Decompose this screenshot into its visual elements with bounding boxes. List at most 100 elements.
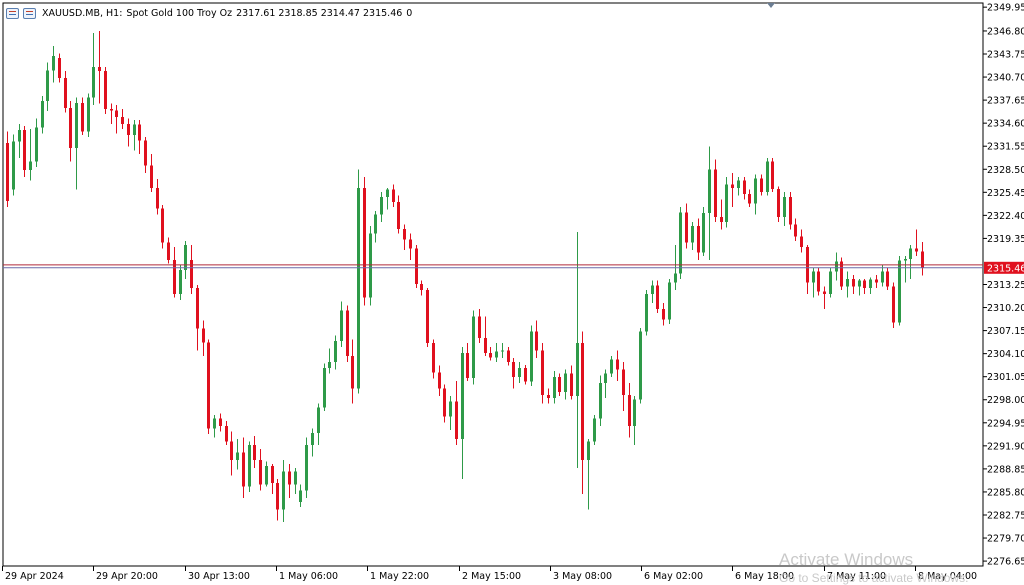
- candle: [817, 267, 820, 296]
- candle-body: [604, 373, 607, 384]
- candle: [581, 331, 584, 495]
- candle-body: [110, 108, 113, 111]
- y-tick-label: 2319.35: [987, 234, 1024, 245]
- candle: [656, 280, 659, 313]
- chart-window-icon-2[interactable]: [23, 7, 36, 19]
- candle-body: [489, 352, 492, 358]
- candle: [478, 309, 481, 344]
- candle: [518, 361, 521, 384]
- candle: [207, 339, 210, 434]
- candle: [501, 343, 504, 359]
- candle-body: [674, 273, 677, 283]
- candle-body: [6, 142, 9, 201]
- candle: [570, 365, 573, 400]
- candle: [115, 105, 118, 134]
- candle-body: [265, 466, 268, 485]
- candle-body: [599, 383, 602, 419]
- candle: [340, 301, 343, 347]
- time-axis[interactable]: 29 Apr 2024 29 Apr 20:00 30 Apr 13:00 1 May…: [2, 566, 978, 582]
- candle: [610, 355, 613, 378]
- candle: [386, 188, 389, 210]
- candle: [219, 413, 222, 432]
- candle: [29, 129, 32, 181]
- candle-body: [420, 284, 423, 291]
- candle: [541, 343, 544, 404]
- candle: [748, 189, 751, 208]
- chart-window-icon[interactable]: [6, 7, 19, 19]
- plot-area[interactable]: [2, 2, 984, 567]
- candle-body: [835, 261, 838, 272]
- y-tick-label: 2294.95: [987, 418, 1024, 429]
- candle: [282, 460, 285, 523]
- candle-body: [581, 343, 584, 461]
- candle-body: [507, 350, 510, 362]
- candle: [438, 365, 441, 396]
- candle: [173, 247, 176, 298]
- candle: [87, 93, 90, 137]
- candle: [587, 439, 590, 510]
- candle: [662, 303, 665, 326]
- candle-body: [846, 278, 849, 287]
- candle-body: [253, 445, 256, 461]
- candle: [236, 439, 239, 470]
- price-axis[interactable]: 2349.95 2346.80 2343.75 2340.70 2337.65 2334.…: [983, 3, 1024, 568]
- candle: [875, 275, 878, 288]
- candle: [196, 284, 199, 351]
- candle-body: [374, 214, 377, 234]
- candle: [276, 479, 279, 521]
- candle: [697, 218, 700, 260]
- candle-body: [403, 228, 406, 240]
- candle-body: [823, 291, 826, 294]
- candle-body: [518, 368, 521, 378]
- candle-body: [317, 407, 320, 433]
- candle: [783, 191, 786, 226]
- candle: [852, 275, 855, 294]
- candle: [904, 256, 907, 283]
- candle-body: [52, 55, 55, 71]
- candle-body: [305, 445, 308, 491]
- last-price-tag[interactable]: [984, 261, 1024, 274]
- candle-body: [478, 316, 481, 338]
- candle-body: [754, 178, 757, 204]
- candle-body: [334, 340, 337, 362]
- candle: [794, 218, 797, 242]
- candle-body: [817, 271, 820, 292]
- candle-body: [144, 140, 147, 166]
- candle-body: [179, 269, 182, 294]
- candle: [863, 278, 866, 294]
- candle: [599, 375, 602, 427]
- candle: [892, 282, 895, 328]
- candle: [449, 395, 452, 430]
- candle: [702, 207, 705, 257]
- candle: [369, 225, 372, 306]
- candle: [530, 325, 533, 387]
- candle: [823, 286, 826, 310]
- y-tick-label: 2282.75: [987, 510, 1024, 521]
- candle: [812, 267, 815, 298]
- candle: [346, 305, 349, 362]
- candle: [225, 420, 228, 446]
- candle-body: [610, 359, 613, 374]
- candle-body: [41, 101, 44, 128]
- y-tick-label: 2340.70: [987, 73, 1024, 84]
- candle: [869, 277, 872, 294]
- candle: [858, 278, 861, 296]
- y-tick-label: 2331.55: [987, 142, 1024, 153]
- candle: [81, 97, 84, 136]
- candle-body: [760, 178, 763, 192]
- y-tick-label: 2276.65: [987, 557, 1024, 568]
- candle-body: [737, 180, 740, 189]
- y-tick-label: 2322.40: [987, 211, 1024, 222]
- candle-body: [230, 441, 233, 461]
- candle-body: [173, 259, 176, 294]
- candle: [397, 195, 400, 234]
- y-tick-label: 2279.70: [987, 534, 1024, 545]
- candle-body: [697, 225, 700, 253]
- candle: [98, 30, 101, 104]
- candle-body: [645, 293, 648, 332]
- candle-body: [484, 337, 487, 353]
- chart-shift-marker[interactable]: [767, 3, 775, 8]
- x-tick-label: 1 May 22:00: [370, 571, 429, 582]
- candle-body: [535, 331, 538, 351]
